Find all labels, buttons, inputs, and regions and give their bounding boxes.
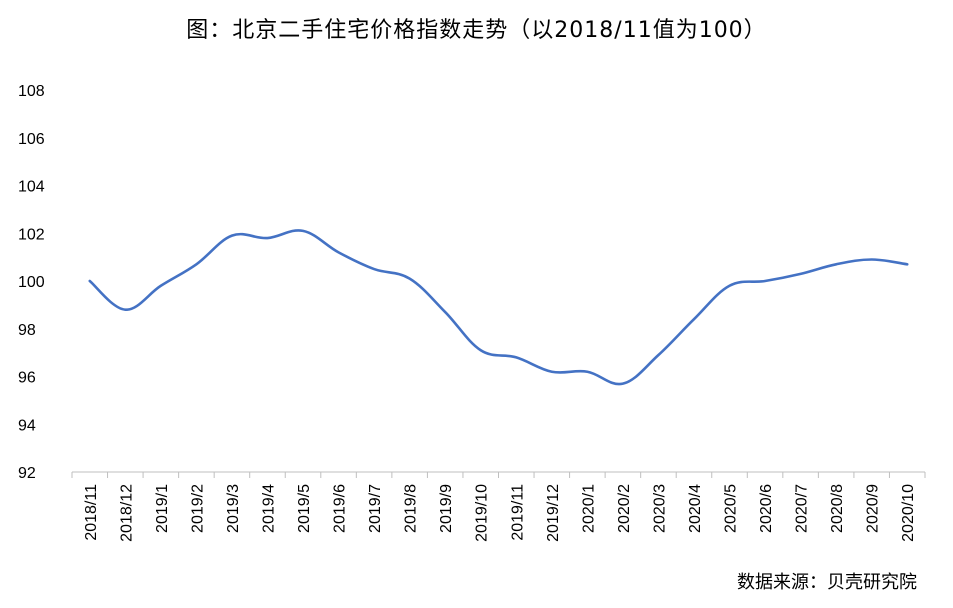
series-line: [88, 229, 909, 386]
x-tick-label: 2019/3: [225, 484, 242, 533]
series-layer: [88, 229, 909, 386]
x-tick-label: 2020/5: [723, 484, 740, 533]
x-tick-label: 2020/6: [758, 484, 775, 533]
data-point: [870, 258, 872, 260]
x-tick-label: 2019/11: [509, 484, 526, 541]
data-point: [444, 311, 446, 313]
data-point: [195, 263, 197, 265]
data-point: [231, 234, 233, 236]
data-point: [586, 371, 588, 373]
data-point: [551, 371, 553, 373]
data-point: [693, 318, 695, 320]
data-point: [302, 230, 304, 232]
x-tick-label: 2020/8: [829, 484, 846, 533]
x-tick-label: 2020/4: [687, 484, 704, 533]
data-point: [337, 251, 339, 253]
data-point: [799, 273, 801, 275]
data-point: [373, 268, 375, 270]
x-tick-label: 2019/7: [367, 484, 384, 533]
data-point: [764, 280, 766, 282]
x-tick-label: 2018/11: [83, 484, 100, 541]
y-tick-label: 96: [18, 370, 36, 387]
x-tick-label: 2019/5: [296, 484, 313, 533]
data-point: [266, 237, 268, 239]
x-tick-label: 2020/2: [616, 484, 633, 533]
chart-title: 图：北京二手住宅价格指数走势（以2018/11值为100）: [186, 18, 767, 43]
x-tick-label: 2020/7: [794, 484, 811, 533]
y-tick-label: 92: [18, 465, 36, 482]
x-tick-label: 2019/8: [403, 484, 420, 533]
x-tick-label: 2019/4: [260, 484, 277, 533]
y-tick-label: 108: [18, 83, 45, 100]
y-tick-label: 98: [18, 322, 36, 339]
x-tick-label: 2019/2: [189, 484, 206, 533]
x-tick-label: 2019/1: [154, 484, 171, 533]
y-tick-label: 94: [18, 417, 36, 434]
y-tick-label: 102: [18, 226, 45, 243]
x-tick-label: 2019/6: [332, 484, 349, 533]
data-point: [160, 285, 162, 287]
x-tick-label: 2020/9: [865, 484, 882, 533]
x-axis: 2018/11 2018/12 2019/1 2019/2 2019/3 2019/4 20…: [71, 471, 926, 542]
data-point: [835, 263, 837, 265]
data-point: [480, 349, 482, 351]
x-tick-label: 2020/10: [900, 484, 917, 542]
data-point: [124, 308, 126, 310]
x-tick-label: 2019/10: [474, 484, 491, 542]
x-tick-label: 2019/9: [438, 484, 455, 533]
y-axis: 92 94 96 98 100 102 104 106 108: [18, 83, 45, 482]
data-point: [728, 285, 730, 287]
x-tick-label: 2020/1: [580, 484, 597, 533]
data-point: [515, 356, 517, 358]
y-tick-label: 104: [18, 179, 45, 196]
y-tick-label: 100: [18, 274, 45, 291]
y-tick-label: 106: [18, 131, 45, 148]
data-point: [408, 277, 410, 279]
x-tick-label: 2018/12: [118, 484, 135, 542]
data-point: [89, 280, 91, 282]
source-note: 数据来源：贝壳研究院: [737, 572, 917, 593]
x-tick-label: 2019/12: [545, 484, 562, 542]
data-point: [906, 263, 908, 265]
data-point: [622, 382, 624, 384]
data-point: [657, 354, 659, 356]
x-tick-label: 2020/3: [651, 484, 668, 533]
